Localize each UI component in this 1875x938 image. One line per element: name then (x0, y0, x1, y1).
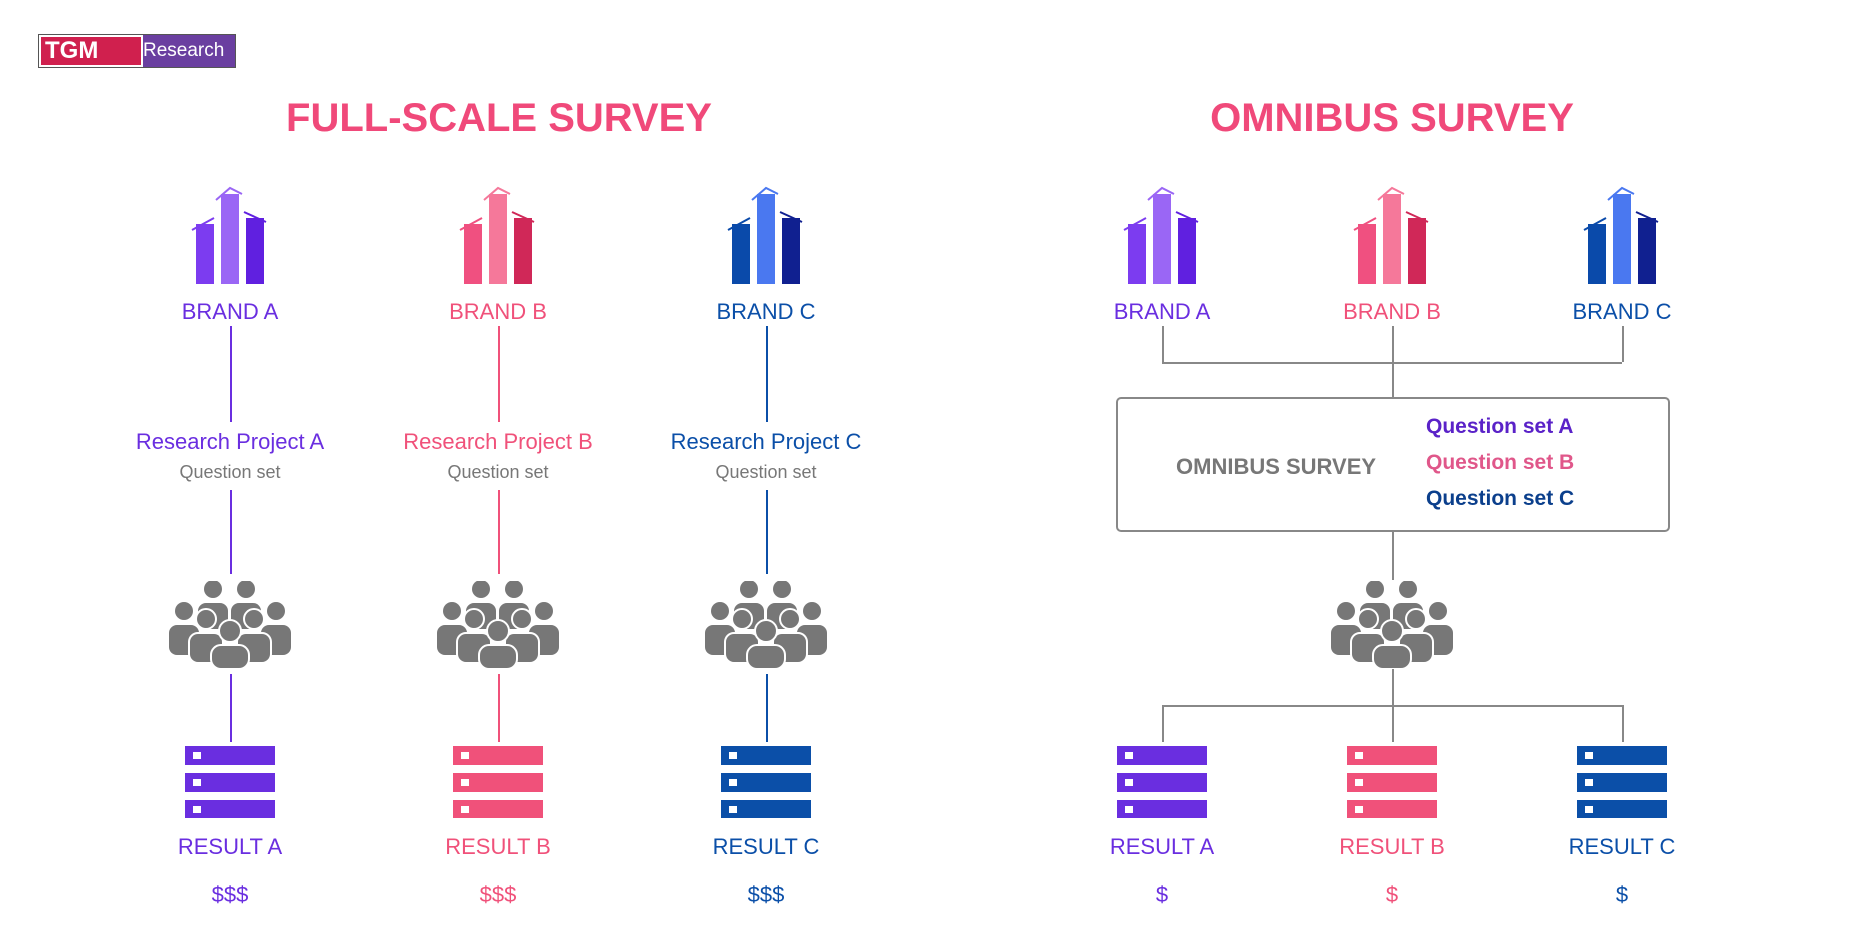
result-database-icon (185, 746, 275, 819)
connector-line (766, 326, 768, 422)
omnibus-brand-a: BRAND A (1113, 299, 1211, 324)
omnibus-result-b: RESULT B (1339, 834, 1445, 859)
connector-line (1392, 362, 1394, 397)
omnibus-title: OMNIBUS SURVEY (1210, 96, 1574, 140)
connector-line (1622, 705, 1624, 742)
brand-chart-icon (1582, 186, 1662, 286)
brand-label-b: BRAND B (449, 299, 547, 324)
omnibus-cost-b: $ (1385, 882, 1399, 907)
connector-line (1162, 705, 1164, 742)
connector-line (766, 490, 768, 574)
connector-line (498, 326, 500, 422)
result-database-icon (721, 746, 811, 819)
connector-line (1392, 326, 1394, 362)
result-label-c: RESULT C (712, 834, 820, 859)
cost-label-b: $$$ (479, 882, 517, 907)
connector-line (230, 674, 232, 742)
omnibus-cost-c: $ (1615, 882, 1629, 907)
connector-line (766, 674, 768, 742)
brand-label-c: BRAND C (716, 299, 816, 324)
omnibus-brand-b: BRAND B (1343, 299, 1441, 324)
research-project-a: Research Project A (135, 429, 325, 454)
omnibus-result-a: RESULT A (1109, 834, 1215, 859)
omnibus-survey-box: OMNIBUS SURVEY Question set A Question s… (1116, 397, 1670, 532)
result-database-icon (1577, 746, 1667, 819)
tgm-research-logo: TGM Research (38, 34, 236, 68)
connector-line (1162, 326, 1164, 362)
omnibus-box-title: OMNIBUS SURVEY (1176, 454, 1377, 479)
question-set-c: Question set C (1426, 487, 1575, 510)
connector-line (230, 326, 232, 422)
people-icon (436, 580, 560, 670)
cost-label-a: $$$ (211, 882, 249, 907)
question-set-label: Question set (715, 462, 817, 482)
brand-chart-icon (726, 186, 806, 286)
connector-line (1392, 705, 1394, 742)
result-database-icon (1117, 746, 1207, 819)
connector-line (230, 490, 232, 574)
brand-chart-icon (190, 186, 270, 286)
connector-line (1392, 532, 1394, 580)
people-icon (168, 580, 292, 670)
result-database-icon (453, 746, 543, 819)
connector-line (1622, 326, 1624, 362)
connector-line (1162, 705, 1622, 707)
logo-research: Research (143, 35, 235, 67)
connector-line (498, 490, 500, 574)
research-project-b: Research Project B (403, 429, 593, 454)
brand-chart-icon (1122, 186, 1202, 286)
question-set-label: Question set (179, 462, 281, 482)
brand-chart-icon (1352, 186, 1432, 286)
question-set-label: Question set (447, 462, 549, 482)
people-icon (704, 580, 828, 670)
people-icon (1330, 580, 1454, 670)
omnibus-cost-a: $ (1155, 882, 1169, 907)
full-scale-title: FULL-SCALE SURVEY (286, 96, 712, 140)
cost-label-c: $$$ (747, 882, 785, 907)
research-project-c: Research Project C (670, 429, 862, 454)
connector-line (498, 674, 500, 742)
question-set-b: Question set B (1426, 451, 1575, 474)
result-label-a: RESULT A (177, 834, 283, 859)
brand-chart-icon (458, 186, 538, 286)
connector-line (1392, 669, 1394, 705)
logo-tgm: TGM (39, 35, 143, 67)
question-set-a: Question set A (1426, 415, 1574, 438)
omnibus-result-c: RESULT C (1568, 834, 1676, 859)
omnibus-brand-c: BRAND C (1572, 299, 1672, 324)
brand-label-a: BRAND A (181, 299, 279, 324)
result-label-b: RESULT B (445, 834, 551, 859)
result-database-icon (1347, 746, 1437, 819)
